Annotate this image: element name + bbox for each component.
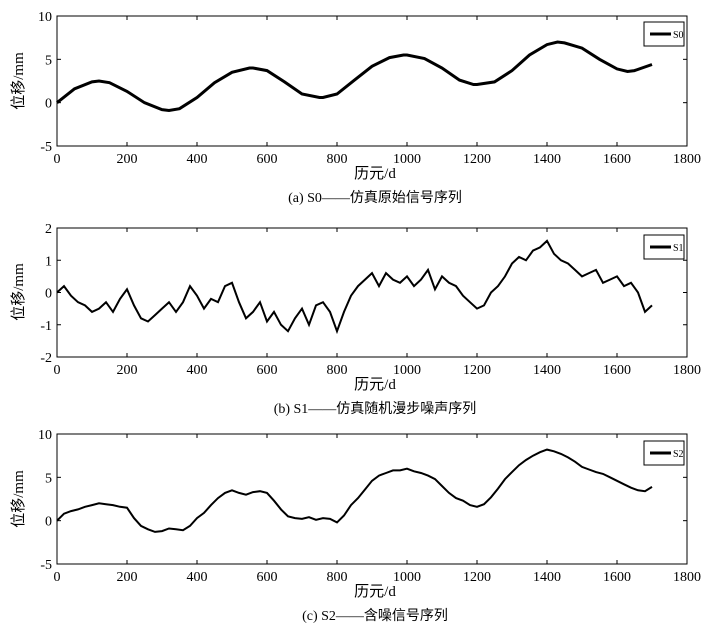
- x-tick-label: 200: [117, 363, 138, 378]
- x-tick-label: 1800: [673, 363, 701, 378]
- x-tick-label: 600: [257, 152, 278, 167]
- x-tick-label: 1600: [603, 152, 631, 167]
- chart-caption: (a) S0——仿真原始信号序列: [288, 190, 462, 206]
- x-tick-label: 600: [257, 363, 278, 378]
- plot-frame: [56, 15, 688, 147]
- chart-caption: (b) S1——仿真随机漫步噪声序列: [274, 401, 477, 417]
- chart-panel-c: 0 200 400 600 800 1000 1200 1400 1600 1800-50510 …: [10, 428, 701, 624]
- y-tick-label: 0: [45, 515, 52, 530]
- x-tick-label: 800: [327, 363, 348, 378]
- axis-ticks: 0 200 400 600 800 1000 1200 1400 1600 1800 -2 -1 0 1 2: [40, 222, 701, 378]
- y-axis-label: 位移/mm: [10, 52, 27, 110]
- y-tick-label: 0: [45, 287, 52, 302]
- y-axis-label: 位移/mm: [10, 263, 27, 321]
- y-tick-label: 0: [45, 97, 52, 112]
- x-tick-label: 1400: [533, 152, 561, 167]
- chart-panel-b: 0 200 400 600 800 1000 1200 1400 1600 1800 -2 -1 0 1 2…: [10, 222, 701, 417]
- x-tick-label: 1200: [463, 363, 491, 378]
- series-line-S1: [56, 239, 653, 335]
- y-tick-label: 10: [38, 10, 52, 25]
- x-tick-label: 1000: [393, 570, 421, 585]
- x-tick-label: 400: [187, 363, 208, 378]
- x-tick-label: 800: [327, 152, 348, 167]
- y-tick-label: -1: [40, 319, 52, 334]
- y-tick-label: -2: [40, 351, 52, 366]
- x-tick-label: 800: [327, 570, 348, 585]
- legend: S0: [643, 21, 685, 47]
- plot-frame: [56, 227, 688, 358]
- legend-label: S2: [673, 449, 684, 460]
- x-tick-label: 600: [257, 570, 278, 585]
- x-tick-label: 1200: [463, 570, 491, 585]
- y-tick-label: 5: [45, 471, 52, 486]
- legend: S2: [643, 440, 685, 466]
- x-tick-label: 1800: [673, 152, 701, 167]
- chart-panel-a: 0 200 400 600 800 1000 1200 1400 1600 1800-50510 …: [10, 10, 701, 206]
- chart-caption: (c) S2——含噪信号序列: [302, 608, 448, 624]
- series-line-S2: [56, 448, 653, 533]
- y-tick-label: 1: [45, 254, 52, 269]
- x-tick-label: 1400: [533, 363, 561, 378]
- x-tick-label: 1600: [603, 363, 631, 378]
- x-tick-label: 1800: [673, 570, 701, 585]
- x-tick-label: 200: [117, 152, 138, 167]
- legend-label: S0: [673, 30, 684, 41]
- legend-label: S1: [673, 243, 684, 254]
- legend: S1: [643, 234, 685, 260]
- x-tick-label: 1200: [463, 152, 491, 167]
- x-tick-label: 1000: [393, 152, 421, 167]
- y-tick-label: 5: [45, 53, 52, 68]
- y-tick-label: -5: [40, 140, 52, 155]
- y-tick-label: -5: [40, 558, 52, 573]
- x-axis-label: 历元/d: [354, 376, 396, 393]
- x-tick-label: 0: [54, 363, 61, 378]
- series-line-S0: [56, 40, 653, 113]
- y-axis-label: 位移/mm: [10, 470, 27, 528]
- x-tick-label: 200: [117, 570, 138, 585]
- x-tick-label: 1600: [603, 570, 631, 585]
- x-axis-label: 历元/d: [354, 583, 396, 600]
- x-tick-label: 1000: [393, 363, 421, 378]
- x-tick-label: 0: [54, 152, 61, 167]
- x-axis-label: 历元/d: [354, 165, 396, 182]
- x-tick-label: 0: [54, 570, 61, 585]
- plot-frame: [56, 433, 688, 565]
- y-tick-label: 10: [38, 428, 52, 443]
- x-tick-label: 1400: [533, 570, 561, 585]
- x-tick-label: 400: [187, 152, 208, 167]
- x-tick-label: 400: [187, 570, 208, 585]
- y-tick-label: 2: [45, 222, 52, 237]
